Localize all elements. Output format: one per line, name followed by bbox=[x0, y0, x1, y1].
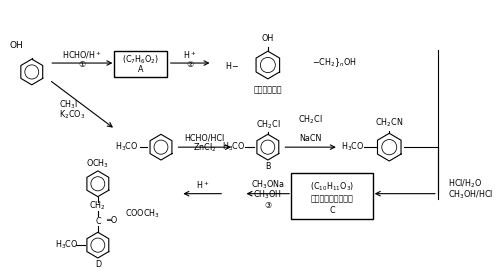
Text: （酚醛树脂）: （酚醛树脂） bbox=[253, 85, 282, 94]
Text: H$^+$: H$^+$ bbox=[183, 49, 196, 61]
Text: CH$_3$OH/HCl: CH$_3$OH/HCl bbox=[447, 188, 492, 201]
Text: CH$_2$Cl: CH$_2$Cl bbox=[298, 113, 322, 126]
Text: COOCH$_3$: COOCH$_3$ bbox=[125, 207, 160, 220]
Text: A: A bbox=[138, 66, 143, 75]
Text: ZnCl$_2$: ZnCl$_2$ bbox=[192, 142, 216, 154]
Text: ═O: ═O bbox=[105, 216, 117, 225]
Text: CH$_2$Cl: CH$_2$Cl bbox=[255, 118, 280, 131]
FancyBboxPatch shape bbox=[291, 173, 372, 220]
Text: CH$_3$I: CH$_3$I bbox=[59, 98, 78, 111]
Text: HCHO/HCl: HCHO/HCl bbox=[184, 134, 224, 143]
Text: K$_2$CO$_3$: K$_2$CO$_3$ bbox=[59, 108, 85, 121]
Text: HCl/H$_2$O: HCl/H$_2$O bbox=[447, 178, 481, 190]
Text: (C$_{10}$H$_{11}$O$_3$): (C$_{10}$H$_{11}$O$_3$) bbox=[309, 180, 353, 193]
Text: OH: OH bbox=[10, 41, 23, 50]
Text: H$_3$CO: H$_3$CO bbox=[340, 141, 363, 153]
Text: H$_3$CO: H$_3$CO bbox=[115, 141, 138, 153]
Text: ③: ③ bbox=[264, 201, 271, 210]
Text: H$^+$: H$^+$ bbox=[196, 179, 209, 191]
Text: CH$_2$CN: CH$_2$CN bbox=[374, 116, 403, 129]
Text: H$-$: H$-$ bbox=[224, 60, 238, 70]
Text: C: C bbox=[95, 217, 100, 226]
Text: NaCN: NaCN bbox=[299, 134, 321, 143]
Text: B: B bbox=[265, 162, 270, 172]
Text: C: C bbox=[329, 206, 334, 215]
Text: ①: ① bbox=[79, 60, 86, 69]
Text: H$_3$CO: H$_3$CO bbox=[55, 239, 78, 251]
Text: OH: OH bbox=[261, 34, 274, 43]
Text: (C$_7$H$_6$O$_2$): (C$_7$H$_6$O$_2$) bbox=[122, 54, 159, 66]
Text: $-$CH$_2\}_{n}$OH: $-$CH$_2\}_{n}$OH bbox=[311, 57, 356, 69]
Text: OCH$_3$: OCH$_3$ bbox=[86, 158, 109, 170]
Text: HCHO/H$^+$: HCHO/H$^+$ bbox=[62, 49, 102, 61]
Text: D: D bbox=[95, 260, 101, 269]
Text: CH$_2$: CH$_2$ bbox=[89, 199, 106, 212]
Text: H$_3$CO: H$_3$CO bbox=[222, 141, 245, 153]
Text: ②: ② bbox=[186, 60, 193, 69]
Text: CH$_3$ONa: CH$_3$ONa bbox=[250, 179, 284, 191]
Text: 对甲氧基苯乙酸甲酯: 对甲氧基苯乙酸甲酯 bbox=[310, 194, 353, 203]
FancyBboxPatch shape bbox=[114, 51, 166, 77]
Text: CH$_3$OH: CH$_3$OH bbox=[253, 188, 282, 201]
